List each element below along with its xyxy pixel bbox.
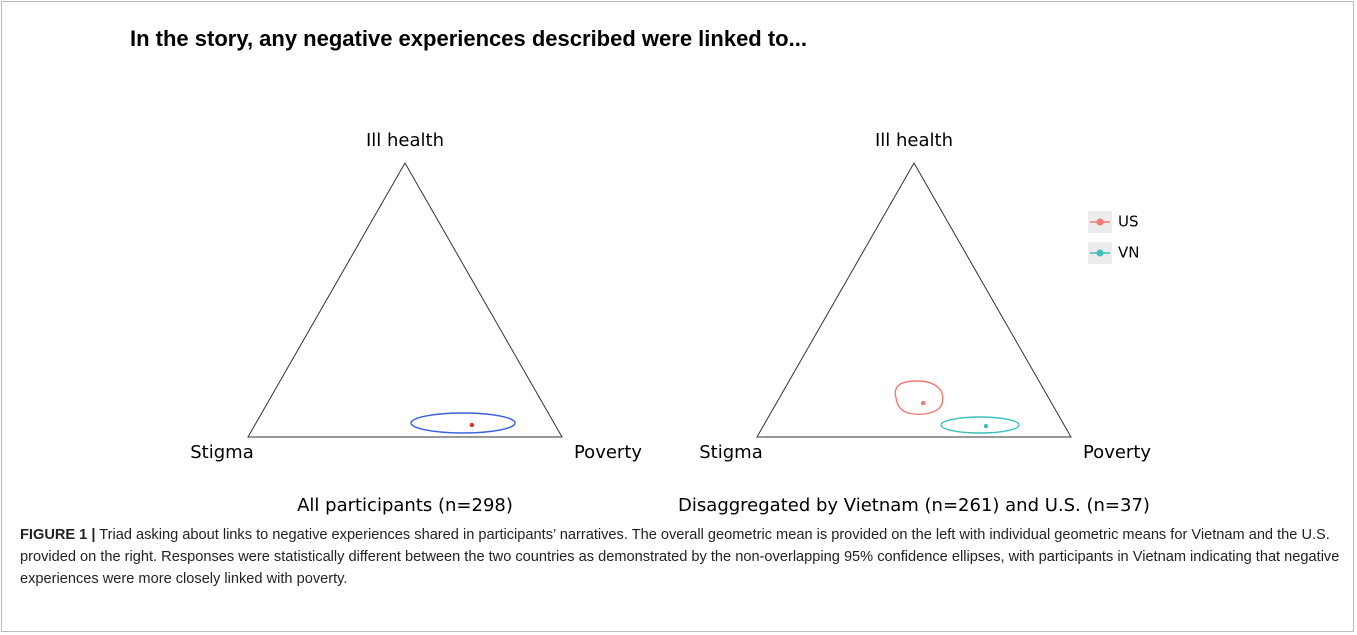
- panel-subtitle: Disaggregated by Vietnam (n=261) and U.S…: [678, 495, 1150, 516]
- caption-text: Triad asking about links to negative exp…: [20, 527, 1340, 587]
- figure-title: In the story, any negative experiences d…: [130, 26, 807, 51]
- confidence-ellipse: [940, 416, 1020, 434]
- vertex-label: Poverty: [1083, 442, 1151, 463]
- geometric-mean: [469, 422, 475, 428]
- geometric-mean: [983, 423, 989, 429]
- legend-label: VN: [1118, 244, 1139, 262]
- triangle: [247, 161, 563, 438]
- vertex-label: Poverty: [574, 442, 642, 463]
- vertex-label: Ill health: [875, 130, 953, 151]
- legend-dot: [1096, 218, 1104, 226]
- figure: In the story, any negative experiences d…: [130, 26, 1151, 516]
- legend-dot: [1096, 249, 1104, 257]
- geometric-mean: [920, 400, 926, 406]
- vertex-label: Stigma: [699, 442, 762, 463]
- confidence-ellipse: [410, 412, 516, 434]
- legend-label: US: [1118, 213, 1139, 231]
- caption: FIGURE 1 | Triad asking about links to n…: [20, 524, 1340, 590]
- caption-label: FIGURE 1 |: [20, 527, 96, 543]
- vertex-label: Ill health: [366, 130, 444, 151]
- triangle: [756, 161, 1072, 438]
- vertex-label: Stigma: [190, 442, 253, 463]
- confidence-ellipse: [894, 380, 944, 415]
- panel-subtitle: All participants (n=298): [297, 495, 513, 516]
